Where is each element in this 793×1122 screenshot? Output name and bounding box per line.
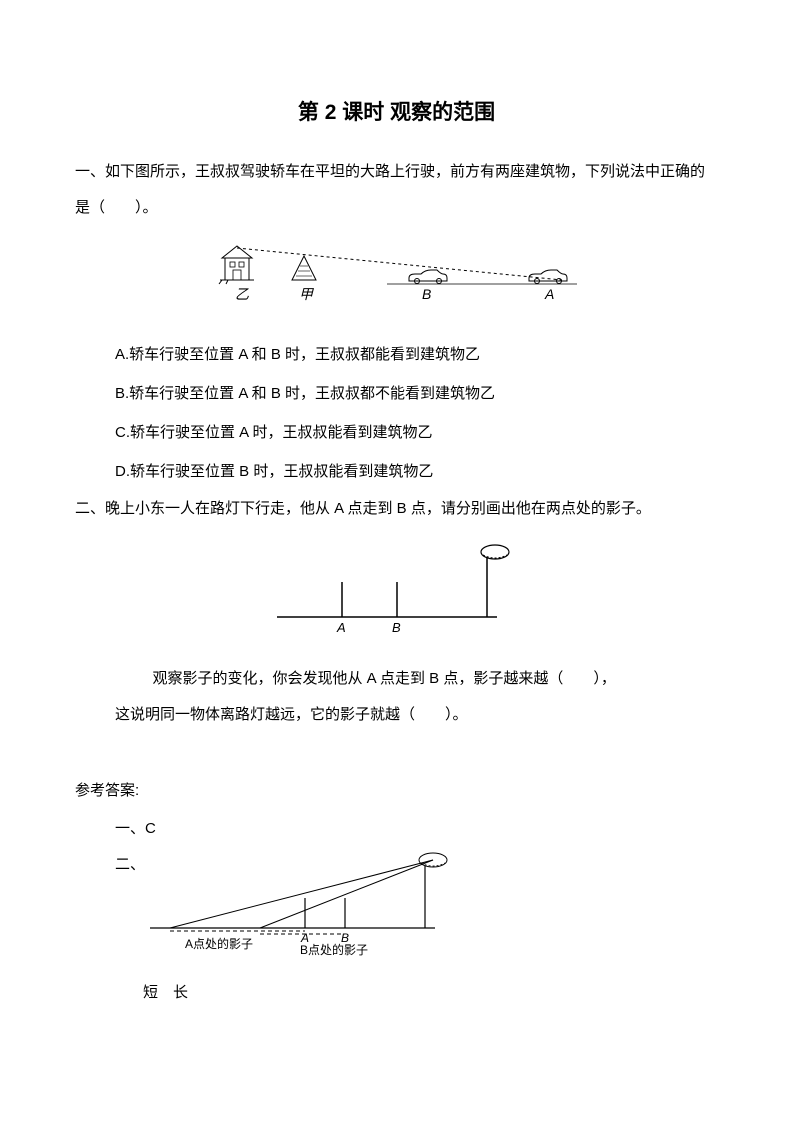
answer-2: 二、 A B A点处的影子 B点处的影子 [75,848,718,970]
answer-1-prefix: 一、 [115,820,145,837]
answer-fill-1: 短 [143,984,158,1001]
svg-text:B: B [422,286,431,302]
answer-2-fill: 短 长 [75,976,718,1009]
svg-text:B: B [392,620,401,635]
svg-text:乙: 乙 [235,286,249,302]
q1-option-b: B.轿车行驶至位置 A 和 B 时，王叔叔都不能看到建筑物乙 [75,374,718,413]
q1-option-c: C.轿车行驶至位置 A 时，王叔叔能看到建筑物乙 [75,413,718,452]
answer-1: 一、C [75,809,718,848]
svg-text:A: A [336,620,346,635]
q2-figure: A B [75,537,718,649]
svg-text:甲: 甲 [299,286,314,302]
q1-figure: 乙 甲 B A [75,236,718,323]
answer-2-figure: A B A点处的影子 B点处的影子 [145,848,465,970]
q1-option-a: A.轿车行驶至位置 A 和 B 时，王叔叔都能看到建筑物乙 [75,335,718,374]
q2-para2: 这说明同一物体离路灯越远，它的影子就越（ ）。 [115,697,718,733]
answer-2-prefix: 二、 [115,848,145,881]
q1-intro: 一、如下图所示，王叔叔驾驶轿车在平坦的大路上行驶，前方有两座建筑物，下列说法中正… [75,154,718,226]
answer-1-value: C [145,820,156,837]
svg-text:A点处的影子: A点处的影子 [185,936,253,951]
q2-para1: 观察影子的变化，你会发现他从 A 点走到 B 点，影子越来越（ ）， [115,661,718,697]
page-title: 第 2 课时 观察的范围 [75,90,718,136]
svg-text:B点处的影子: B点处的影子 [300,942,368,957]
q2-intro: 二、晚上小东一人在路灯下行走，他从 A 点走到 B 点，请分别画出他在两点处的影… [75,491,718,527]
svg-text:A: A [544,286,554,302]
answer-fill-2: 长 [173,984,188,1001]
q1-option-d: D.轿车行驶至位置 B 时，王叔叔能看到建筑物乙 [75,452,718,491]
answers-label: 参考答案: [75,773,718,809]
